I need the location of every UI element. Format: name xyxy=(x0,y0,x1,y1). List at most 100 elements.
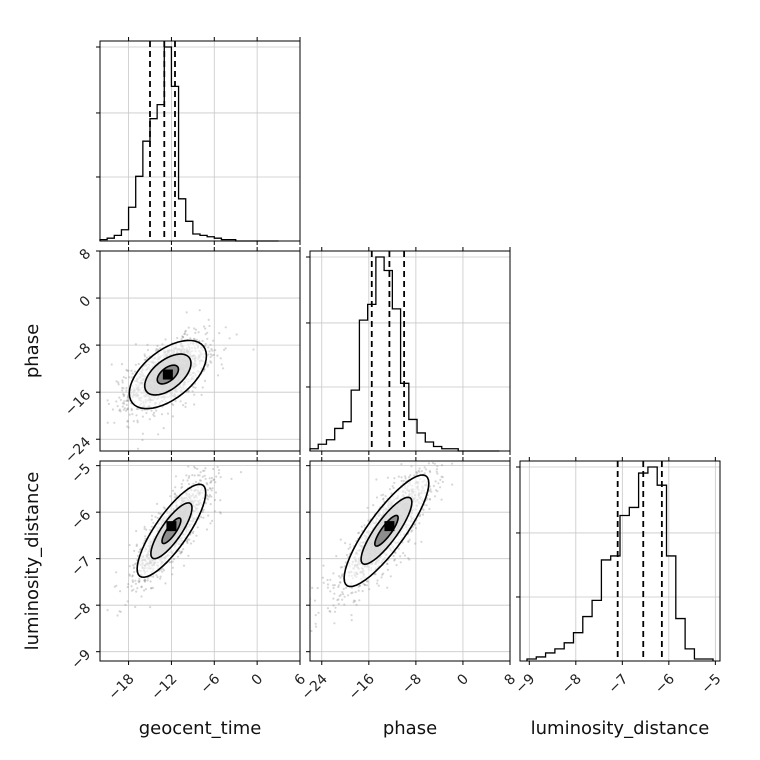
sample-point xyxy=(186,541,189,545)
sample-point xyxy=(204,467,207,470)
sample-point xyxy=(349,543,352,546)
sample-point xyxy=(130,585,133,588)
sample-point xyxy=(350,614,353,617)
sample-point xyxy=(436,465,439,468)
sample-point xyxy=(180,337,183,341)
samples-geocent_time-luminosity_distance xyxy=(106,453,243,617)
sample-point xyxy=(135,590,138,593)
sample-point xyxy=(116,614,119,617)
y-tick-label-phase: −16 xyxy=(62,387,94,419)
sample-point xyxy=(402,479,405,482)
sample-point xyxy=(437,482,440,485)
sample-point xyxy=(219,357,222,360)
sample-point xyxy=(381,573,384,576)
sample-point xyxy=(196,526,199,529)
sample-point xyxy=(198,479,202,482)
sample-point xyxy=(314,625,318,628)
x-tick-label-geocent_time: −12 xyxy=(148,671,180,703)
sample-point xyxy=(152,521,155,524)
samples-geocent_time-phase xyxy=(106,309,255,450)
sample-point xyxy=(132,420,135,423)
sample-point xyxy=(206,337,209,340)
sample-point xyxy=(214,491,218,494)
sample-point xyxy=(339,538,342,541)
sample-point xyxy=(425,504,428,507)
sample-point xyxy=(184,329,187,332)
sample-point xyxy=(239,471,243,474)
sample-point xyxy=(144,588,147,591)
sample-point xyxy=(187,465,190,468)
sample-point xyxy=(136,421,139,424)
sample-point xyxy=(196,467,199,470)
sample-point xyxy=(119,410,122,413)
sample-point xyxy=(382,493,385,496)
sample-point xyxy=(133,370,137,373)
sample-point xyxy=(107,402,110,405)
sample-point xyxy=(423,472,426,475)
sample-point xyxy=(124,376,127,380)
sample-point xyxy=(121,405,124,408)
histogram-panel-phase xyxy=(306,247,511,455)
sample-point xyxy=(187,326,190,329)
sample-point xyxy=(117,381,120,384)
sample-point xyxy=(122,408,125,411)
sample-point xyxy=(214,481,217,484)
sample-point xyxy=(171,402,174,405)
sample-point xyxy=(359,584,362,587)
sample-point xyxy=(395,564,398,567)
sample-point xyxy=(386,586,389,589)
sample-point xyxy=(161,567,164,571)
sample-point xyxy=(357,532,360,535)
sample-point xyxy=(209,522,212,525)
y-tick-label-luminosity_distance: −8 xyxy=(68,600,94,626)
sample-point xyxy=(134,579,137,582)
sample-point xyxy=(187,554,190,557)
sample-point xyxy=(341,591,344,594)
sample-point xyxy=(322,581,325,584)
sample-point xyxy=(193,337,196,340)
sample-point xyxy=(150,525,153,528)
sample-point xyxy=(184,330,187,333)
sample-point xyxy=(434,480,437,483)
sample-point xyxy=(417,469,420,472)
sample-point xyxy=(126,420,129,423)
sample-point xyxy=(209,481,212,484)
sample-point xyxy=(404,475,407,478)
sample-point xyxy=(121,381,124,384)
sample-point xyxy=(342,593,345,596)
sample-point xyxy=(211,349,214,352)
sample-point xyxy=(339,581,342,584)
sample-point xyxy=(171,560,174,563)
sample-point xyxy=(431,461,435,465)
y-axis-label-phase: phase xyxy=(22,324,43,378)
sample-point xyxy=(219,512,222,515)
sample-point xyxy=(126,425,129,428)
sample-point xyxy=(436,472,439,475)
sample-point xyxy=(128,376,131,379)
sample-point xyxy=(159,577,162,580)
sample-point xyxy=(193,393,196,396)
sample-point xyxy=(187,390,190,393)
y-axis-label-luminosity_distance: luminosity_distance xyxy=(22,472,43,651)
sample-point xyxy=(201,510,204,514)
density-peak xyxy=(162,369,173,380)
sample-point xyxy=(121,402,125,405)
sample-point xyxy=(206,483,209,486)
sample-point xyxy=(131,580,135,584)
sample-point xyxy=(230,477,233,480)
sample-point xyxy=(134,582,137,585)
sample-point xyxy=(130,369,133,372)
sample-point xyxy=(332,586,335,590)
sample-point xyxy=(145,356,149,359)
sample-point xyxy=(143,579,146,582)
sample-point xyxy=(428,507,431,510)
sample-point xyxy=(222,453,224,455)
sample-point xyxy=(326,607,330,610)
sample-point xyxy=(392,554,395,558)
sample-point xyxy=(164,338,167,341)
sample-point xyxy=(124,603,127,607)
sample-point xyxy=(192,386,195,389)
sample-point xyxy=(429,452,431,454)
sample-point xyxy=(156,576,159,579)
sample-point xyxy=(192,338,195,341)
